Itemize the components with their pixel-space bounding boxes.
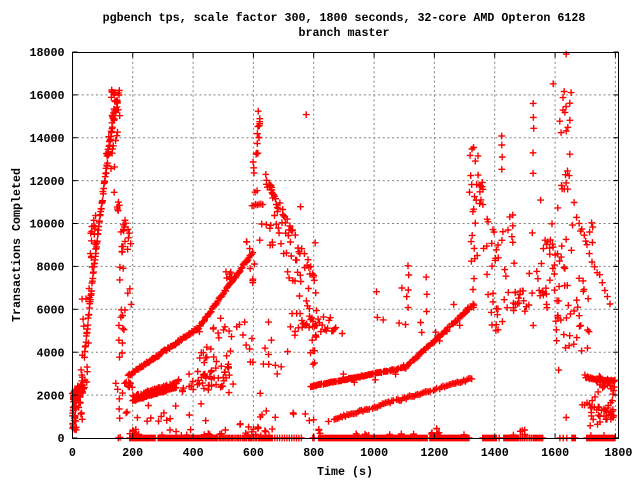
- svg-text:200: 200: [122, 446, 143, 460]
- svg-text:1200: 1200: [420, 446, 448, 460]
- svg-text:Transactions Completed: Transactions Completed: [10, 168, 24, 322]
- svg-text:18000: 18000: [30, 46, 65, 60]
- svg-text:8000: 8000: [37, 261, 65, 275]
- svg-text:1000: 1000: [360, 446, 388, 460]
- svg-text:10000: 10000: [30, 218, 65, 232]
- svg-text:4000: 4000: [37, 346, 65, 360]
- svg-text:0: 0: [58, 432, 65, 446]
- svg-text:12000: 12000: [30, 175, 65, 189]
- svg-text:1800: 1800: [604, 446, 632, 460]
- svg-text:Time (s): Time (s): [317, 465, 373, 479]
- svg-text:2000: 2000: [37, 389, 65, 403]
- svg-text:14000: 14000: [30, 132, 65, 146]
- svg-text:400: 400: [183, 446, 204, 460]
- svg-text:pgbench tps, scale factor 300,: pgbench tps, scale factor 300, 1800 seco…: [103, 11, 586, 25]
- svg-text:branch master: branch master: [299, 26, 390, 40]
- svg-text:0: 0: [69, 446, 76, 460]
- svg-text:1600: 1600: [541, 446, 569, 460]
- svg-text:1400: 1400: [481, 446, 509, 460]
- svg-text:6000: 6000: [37, 304, 65, 318]
- svg-text:600: 600: [243, 446, 264, 460]
- svg-text:800: 800: [303, 446, 324, 460]
- svg-text:16000: 16000: [30, 89, 65, 103]
